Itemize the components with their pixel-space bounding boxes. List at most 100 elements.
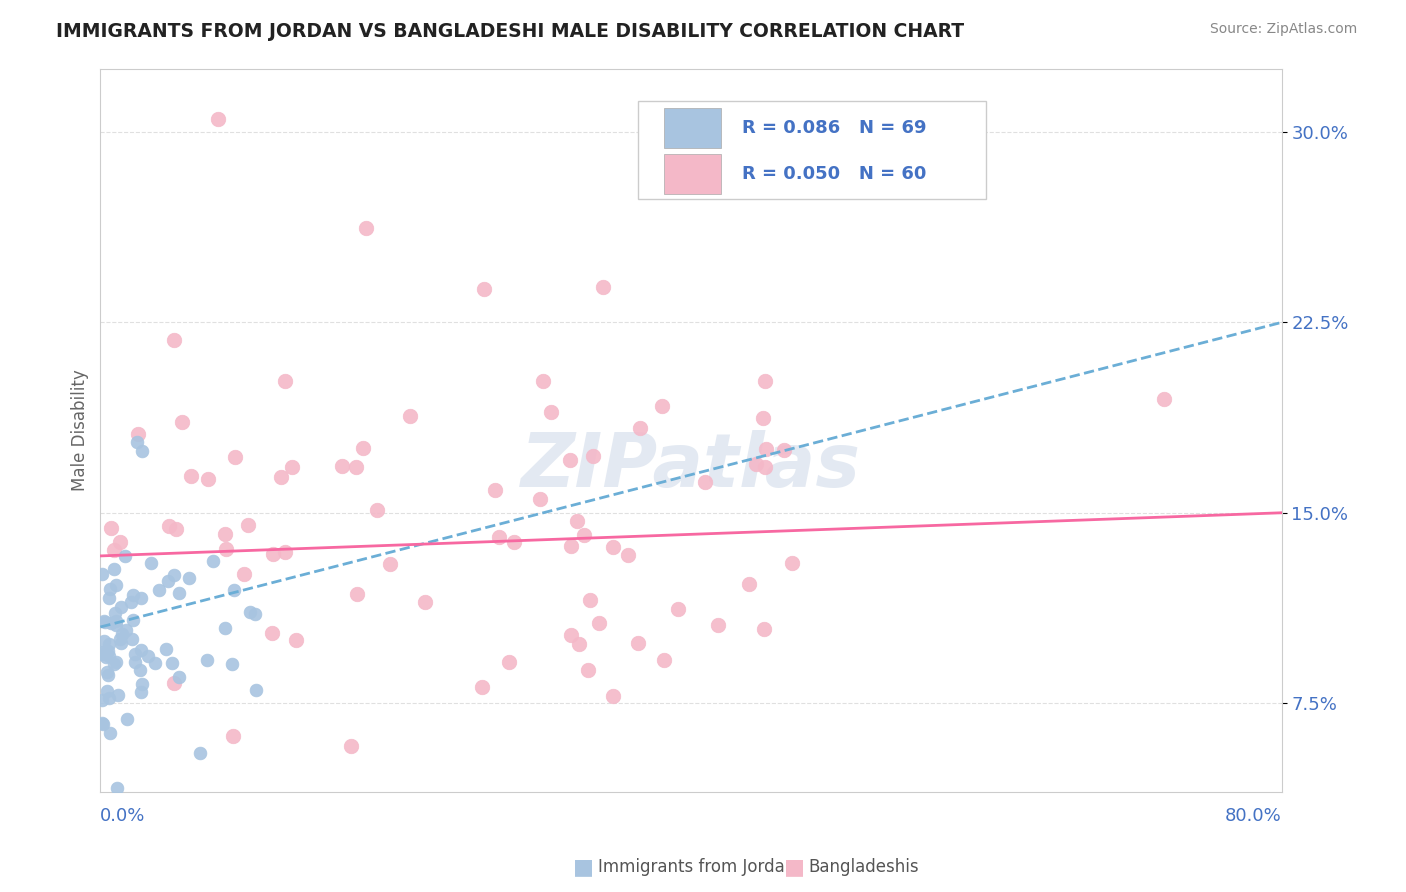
Point <box>90 566 112 581</box>
Point <box>565 515 588 529</box>
Text: IMMIGRANTS FROM JORDAN VS BANGLADESHI MALE DISABILITY CORRELATION CHART: IMMIGRANTS FROM JORDAN VS BANGLADESHI MA… <box>56 22 965 41</box>
Point <box>105 618 128 632</box>
Point <box>752 410 775 425</box>
Text: Immigrants from Jordan: Immigrants from Jordan <box>598 858 794 876</box>
Y-axis label: Male Disability: Male Disability <box>72 369 89 491</box>
Point <box>117 712 139 726</box>
Point <box>245 682 267 697</box>
Point <box>93 633 115 648</box>
Point <box>285 633 308 648</box>
Point <box>141 556 163 570</box>
Point <box>221 657 243 671</box>
Point <box>104 606 127 620</box>
Text: Source: ZipAtlas.com: Source: ZipAtlas.com <box>1209 22 1357 37</box>
Point <box>540 405 562 419</box>
Point <box>558 453 581 467</box>
Point <box>157 574 180 589</box>
Point <box>224 450 246 464</box>
Point <box>108 632 131 647</box>
Text: 0.0%: 0.0% <box>100 807 146 825</box>
Point <box>754 459 776 474</box>
Point <box>399 409 422 424</box>
Point <box>98 637 121 651</box>
Point <box>179 571 201 585</box>
Point <box>157 519 180 533</box>
Point <box>124 647 146 661</box>
Point <box>131 677 153 691</box>
Point <box>91 716 114 731</box>
Point <box>366 503 388 517</box>
Point <box>380 557 402 571</box>
Point <box>100 521 122 535</box>
Point <box>531 374 554 388</box>
Point <box>103 543 125 558</box>
Point <box>344 459 367 474</box>
Point <box>471 680 494 694</box>
Point <box>98 690 121 705</box>
Text: ■: ■ <box>785 857 804 877</box>
Point <box>273 374 295 388</box>
Point <box>170 416 193 430</box>
Point <box>180 469 202 483</box>
Point <box>222 583 245 598</box>
Point <box>693 475 716 490</box>
Point <box>602 689 624 703</box>
Point <box>91 644 114 658</box>
Point <box>100 616 122 631</box>
Point <box>110 636 132 650</box>
Point <box>560 539 582 553</box>
Point <box>96 684 118 698</box>
Point <box>155 642 177 657</box>
Point <box>413 594 436 608</box>
Point <box>165 522 187 536</box>
Point <box>120 595 142 609</box>
Point <box>207 112 229 127</box>
Point <box>97 644 120 658</box>
Point <box>233 566 256 581</box>
Point <box>214 621 236 635</box>
Point <box>163 333 186 347</box>
Point <box>105 780 128 795</box>
Point <box>124 655 146 669</box>
Point <box>162 568 184 582</box>
Point <box>330 459 353 474</box>
Point <box>745 457 768 471</box>
Point <box>167 669 190 683</box>
Point <box>752 622 775 636</box>
Point <box>93 614 115 628</box>
Point <box>91 717 114 731</box>
Point <box>98 726 121 740</box>
Point <box>568 637 591 651</box>
Point <box>163 676 186 690</box>
Point <box>97 667 120 681</box>
Point <box>114 549 136 564</box>
Text: R = 0.050   N = 60: R = 0.050 N = 60 <box>742 165 927 184</box>
Point <box>281 460 304 475</box>
Point <box>131 444 153 458</box>
Point <box>772 442 794 457</box>
Point <box>666 602 689 616</box>
Text: 80.0%: 80.0% <box>1225 807 1282 825</box>
Point <box>260 626 283 640</box>
Point <box>602 540 624 554</box>
Point <box>169 586 191 600</box>
Point <box>707 618 730 632</box>
Point <box>138 648 160 663</box>
Point <box>352 441 374 455</box>
Point <box>488 530 510 544</box>
Point <box>121 632 143 646</box>
Point <box>96 665 118 679</box>
Point <box>91 692 114 706</box>
Point <box>94 615 117 629</box>
Point <box>617 548 640 562</box>
Point <box>592 280 614 294</box>
Point <box>104 614 127 628</box>
Point <box>270 469 292 483</box>
Point <box>529 491 551 506</box>
Point <box>574 528 596 542</box>
Text: ZIPatlas: ZIPatlas <box>522 430 860 503</box>
Point <box>654 653 676 667</box>
Text: ■: ■ <box>574 857 593 877</box>
Point <box>103 657 125 671</box>
Point <box>188 746 211 760</box>
